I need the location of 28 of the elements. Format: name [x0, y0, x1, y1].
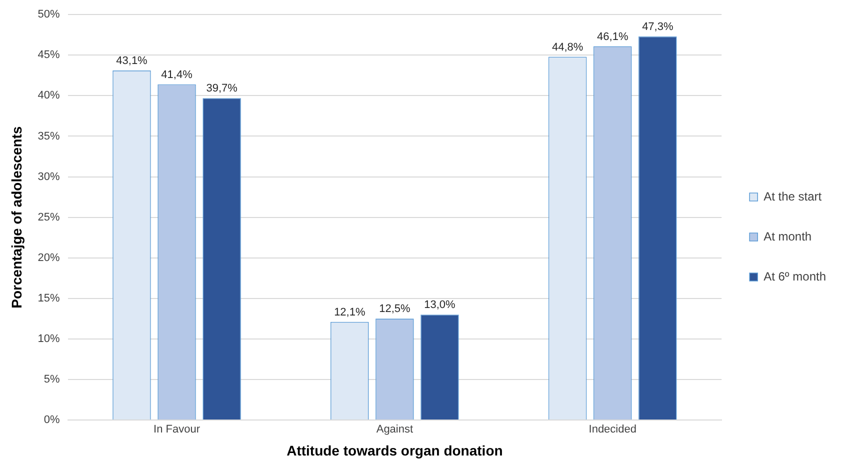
legend-label: At the start — [764, 189, 822, 204]
data-label: 13,0% — [424, 299, 456, 312]
data-label: 12,1% — [334, 306, 366, 318]
y-tick-label: 25% — [38, 211, 60, 224]
y-tick-label: 5% — [44, 373, 60, 386]
y-tick-label: 20% — [38, 252, 60, 264]
data-label: 47,3% — [642, 21, 674, 34]
y-tick-label: 0% — [44, 414, 60, 426]
y-tick-label: 45% — [38, 49, 60, 62]
x-tick-label: Against — [376, 424, 414, 436]
x-tick-label: Indecided — [588, 424, 636, 436]
y-tick-label: 40% — [38, 90, 60, 102]
y-tick-label: 50% — [38, 8, 60, 21]
y-axis-title: Porcentajge of adolescents — [8, 126, 24, 308]
data-label: 39,7% — [206, 82, 238, 95]
y-tick-label: 15% — [38, 292, 60, 304]
y-tick-label: 30% — [38, 170, 60, 183]
data-label: 12,5% — [379, 303, 411, 316]
data-label: 41,4% — [161, 68, 193, 81]
x-axis-title: Attitude towards organ donation — [286, 442, 503, 458]
data-label: 46,1% — [597, 30, 628, 43]
x-tick-label: In Favour — [154, 424, 200, 436]
data-label: 43,1% — [116, 55, 148, 68]
legend-label: At 6º month — [764, 269, 826, 284]
y-tick-label: 35% — [38, 130, 60, 142]
legend-label: At month — [764, 229, 812, 244]
data-label: 44,8% — [552, 41, 584, 54]
y-tick-label: 10% — [38, 332, 60, 345]
